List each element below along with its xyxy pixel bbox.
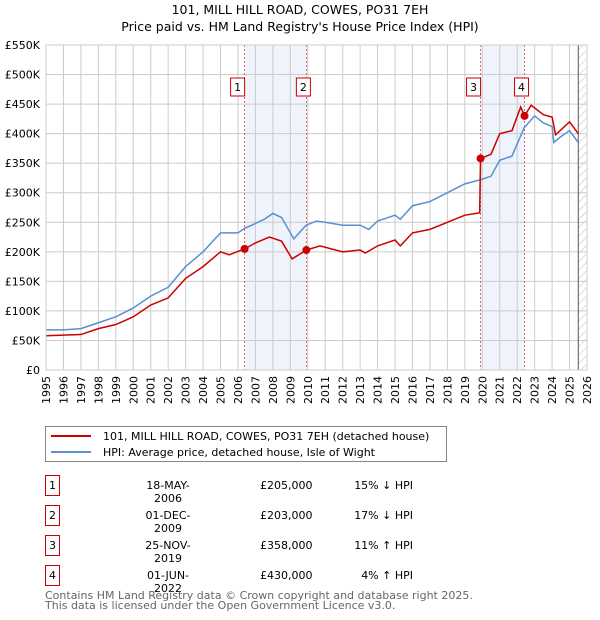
sale-date: 01-DEC-2009 xyxy=(145,509,191,535)
x-tick-label: 2014 xyxy=(372,376,385,404)
x-tick-label: 2024 xyxy=(546,376,559,404)
sale-date: 18-MAY-2006 xyxy=(146,479,190,505)
x-tick-label: 1995 xyxy=(40,376,53,404)
y-tick-label: £400K xyxy=(5,128,41,141)
sale-label-box xyxy=(466,77,482,97)
sale-row: 4 01-JUN-2022 £430,000 4% ↑ HPI xyxy=(45,565,465,595)
x-tick-label: 2011 xyxy=(319,376,332,404)
sale-point xyxy=(240,244,249,253)
sale-date: 01-JUN-2022 xyxy=(146,569,190,595)
sale-number-badge: 1 xyxy=(45,475,60,496)
property-price-line xyxy=(45,104,579,337)
sale-number-badge: 2 xyxy=(45,505,60,526)
y-tick-label: £300K xyxy=(5,187,41,200)
y-tick-label: £50K xyxy=(12,334,41,347)
x-tick-label: 2018 xyxy=(441,376,454,404)
sale-number-badge: 3 xyxy=(45,535,60,556)
sale-label-box xyxy=(295,77,311,97)
shaded-period xyxy=(244,45,307,370)
x-tick-label: 2016 xyxy=(406,376,419,404)
x-tick-label: 2017 xyxy=(424,376,437,404)
sale-row: 3 25-NOV-2019 £358,000 11% ↑ HPI xyxy=(45,535,465,565)
y-tick-label: £100K xyxy=(5,305,41,318)
legend: 101, MILL HILL ROAD, COWES, PO31 7EH (de… xyxy=(45,426,447,462)
x-tick-label: 2022 xyxy=(511,376,524,404)
footer-line-2: This data is licensed under the Open Gov… xyxy=(45,599,396,612)
y-tick-label: £450K xyxy=(5,98,41,111)
legend-swatch-hpi xyxy=(51,451,91,453)
sale-row: 2 01-DEC-2009 £203,000 17% ↓ HPI xyxy=(45,505,465,535)
sale-hpi-diff: 17% ↓ HPI xyxy=(354,509,413,522)
x-tick-label: 2019 xyxy=(459,376,472,404)
sale-label-box xyxy=(230,77,246,97)
chart: 1995 1996 1997 1998 1999 2000 2001 2002 2003 2004… xyxy=(5,39,594,404)
sale-label: 2 xyxy=(300,81,307,94)
x-tick-label: 2008 xyxy=(267,376,280,404)
sale-label: 1 xyxy=(234,81,241,94)
sale-point xyxy=(302,246,311,255)
sale-price: £205,000 xyxy=(260,479,313,492)
sale-price: £358,000 xyxy=(260,539,313,552)
sale-hpi-diff: 15% ↓ HPI xyxy=(354,479,413,492)
x-tick-label: 2020 xyxy=(476,376,489,404)
x-tick-label: 1997 xyxy=(75,376,88,404)
sale-point xyxy=(520,111,529,120)
y-tick-label: £250K xyxy=(5,216,41,229)
legend-label-hpi: HPI: Average price, detached house, Isle… xyxy=(103,445,375,459)
forecast-hatch xyxy=(578,45,587,370)
x-tick-label: 2010 xyxy=(302,376,315,404)
x-tick-label: 2000 xyxy=(127,376,140,404)
x-tick-label: 2003 xyxy=(180,376,193,404)
x-tick-label: 1998 xyxy=(92,376,105,404)
x-tick-label: 2021 xyxy=(494,376,507,404)
y-tick-label: £0 xyxy=(26,364,40,377)
y-tick-label: £350K xyxy=(5,157,41,170)
footer: Contains HM Land Registry data © Crown c… xyxy=(45,589,473,612)
x-tick-label: 2004 xyxy=(197,376,210,404)
x-tick-label: 2023 xyxy=(529,376,542,404)
plot-border xyxy=(45,44,588,371)
y-tick-label: £550K xyxy=(5,39,41,52)
footer-line-1: Contains HM Land Registry data © Crown c… xyxy=(45,589,473,602)
x-tick-label: 2006 xyxy=(232,376,245,404)
x-tick-label: 2025 xyxy=(564,376,577,404)
hpi-line xyxy=(46,114,579,331)
legend-swatch-property xyxy=(51,435,91,437)
legend-label-property: 101, MILL HILL ROAD, COWES, PO31 7EH (de… xyxy=(103,429,430,443)
x-tick-label: 2009 xyxy=(284,376,297,404)
x-tick-label: 1996 xyxy=(57,376,70,404)
sale-label: 4 xyxy=(518,81,525,94)
x-tick-label: 2013 xyxy=(354,376,367,404)
x-tick-label: 2012 xyxy=(337,376,350,404)
sale-price: £430,000 xyxy=(260,569,313,582)
x-tick-label: 2002 xyxy=(162,376,175,404)
sale-hpi-diff: 4% ↑ HPI xyxy=(361,569,413,582)
sale-label-box xyxy=(514,77,530,97)
x-tick-label: 2015 xyxy=(389,376,402,404)
x-tick-label: 2001 xyxy=(145,376,158,404)
chart-title: 101, MILL HILL ROAD, COWES, PO31 7EH xyxy=(171,2,429,17)
x-tick-label: 2005 xyxy=(215,376,228,404)
chart-subtitle: Price paid vs. HM Land Registry's House … xyxy=(121,19,479,34)
sale-label: 3 xyxy=(470,81,477,94)
y-tick-label: £500K xyxy=(5,69,41,82)
sale-date: 25-NOV-2019 xyxy=(145,539,191,565)
y-tick-label: £200K xyxy=(5,246,41,259)
sale-point xyxy=(476,154,485,163)
x-tick-label: 1999 xyxy=(110,376,123,404)
sale-row: 1 18-MAY-2006 £205,000 15% ↓ HPI xyxy=(45,475,465,505)
x-tick-label: 2026 xyxy=(581,376,594,404)
sale-price: £203,000 xyxy=(260,509,313,522)
x-tick-label: 2007 xyxy=(249,376,262,404)
y-tick-label: £150K xyxy=(5,275,41,288)
sale-number-badge: 4 xyxy=(45,565,60,586)
sale-hpi-diff: 11% ↑ HPI xyxy=(354,539,413,552)
